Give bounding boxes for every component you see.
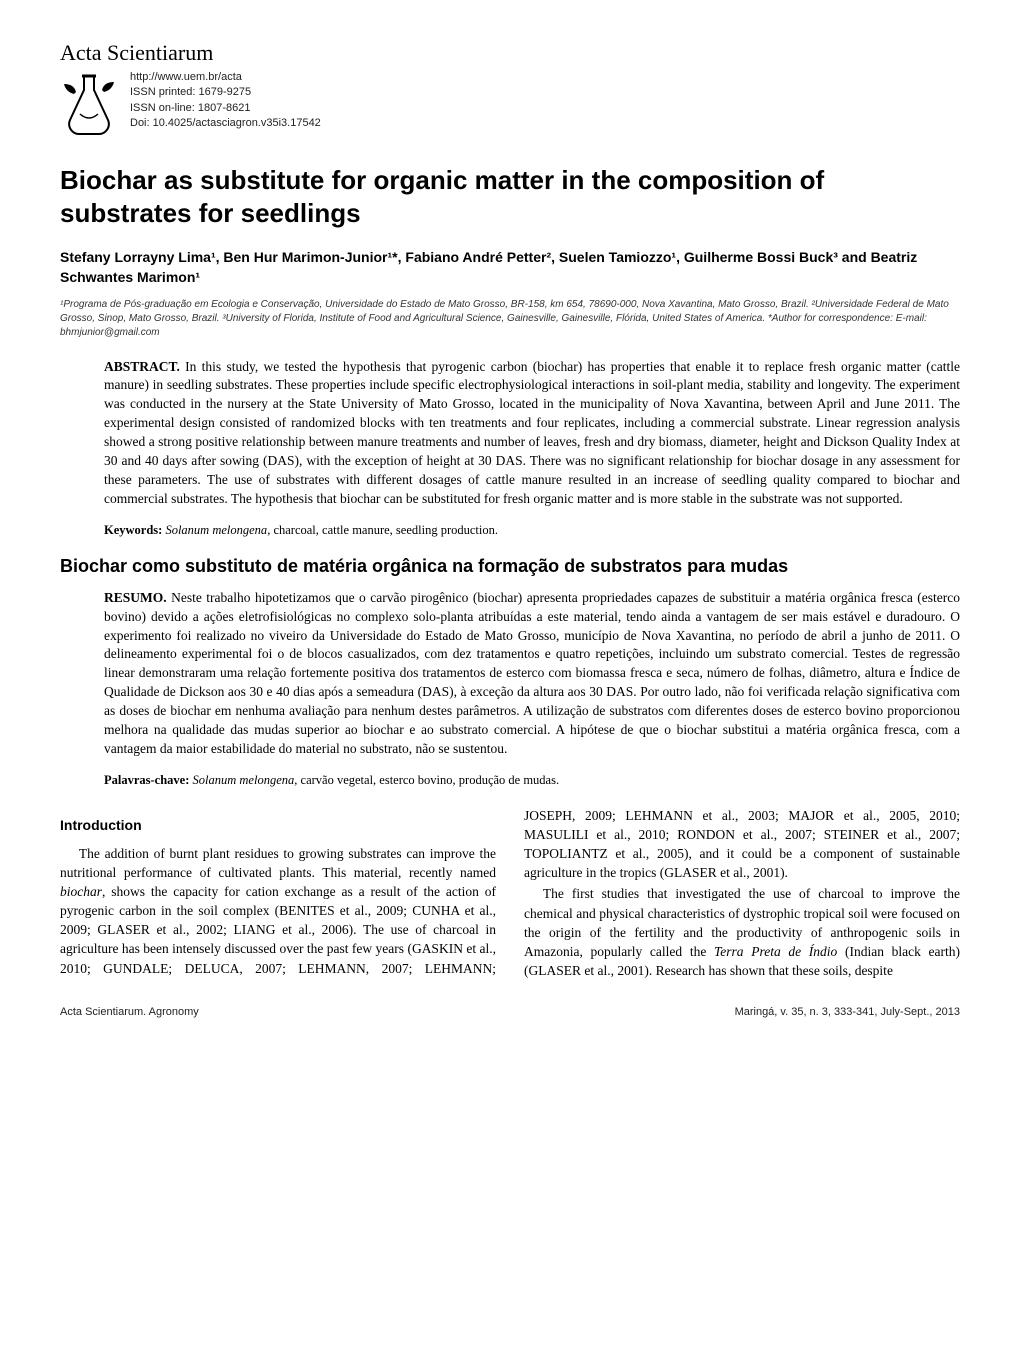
body-two-column: Introduction The addition of burnt plant… [60,806,960,980]
page-footer: Acta Scientiarum. Agronomy Maringá, v. 3… [60,1006,960,1018]
keywords-pt: Palavras-chave: Solanum melongena, carvã… [104,773,960,788]
abstract-en-label: ABSTRACT. [104,359,180,374]
issn-online: ISSN on-line: 1807-8621 [130,101,321,116]
section-introduction: Introduction [60,816,496,836]
journal-url: http://www.uem.br/acta [130,70,321,85]
keywords-pt-label: Palavras-chave: [104,773,189,787]
abstract-pt-body: Neste trabalho hipotetizamos que o carvã… [104,590,960,756]
issn-print: ISSN printed: 1679-9275 [130,85,321,100]
header-row: http://www.uem.br/acta ISSN printed: 167… [60,70,960,142]
journal-logo [60,70,118,142]
intro-p1-prefix: The addition of burnt plant residues to … [60,846,496,880]
footer-left: Acta Scientiarum. Agronomy [60,1006,199,1018]
keywords-pt-species: Solanum melongena [193,773,295,787]
keywords-en-species: Solanum melongena [165,523,267,537]
abstract-en-body: In this study, we tested the hypothesis … [104,359,960,506]
journal-name: Acta Scientiarum [60,40,960,66]
journal-meta: http://www.uem.br/acta ISSN printed: 167… [130,70,321,132]
intro-p2-ital: Terra Preta de Índio [714,944,837,959]
keywords-en-label: Keywords: [104,523,162,537]
intro-p1-ital: biochar [60,884,102,899]
author-line: Stefany Lorrayny Lima¹, Ben Hur Marimon-… [60,247,960,288]
footer-right: Maringá, v. 35, n. 3, 333-341, July-Sept… [735,1006,960,1018]
article-title: Biochar as substitute for organic matter… [60,164,960,229]
page-header: Acta Scientiarum http://www.uem.br/acta … [60,40,960,142]
keywords-pt-rest: , carvão vegetal, esterco bovino, produç… [294,773,559,787]
doi: Doi: 10.4025/actasciagron.v35i3.17542 [130,116,321,131]
abstract-pt: RESUMO. Neste trabalho hipotetizamos que… [104,589,960,759]
flask-leaf-icon [60,70,118,142]
abstract-en: ABSTRACT. In this study, we tested the h… [104,358,960,509]
keywords-en: Keywords: Solanum melongena, charcoal, c… [104,523,960,538]
affiliations: ¹Programa de Pós-graduação em Ecologia e… [60,298,960,340]
abstract-pt-label: RESUMO. [104,590,167,605]
keywords-en-rest: , charcoal, cattle manure, seedling prod… [267,523,498,537]
title-pt: Biochar como substituto de matéria orgân… [60,556,960,577]
intro-para-2: The first studies that investigated the … [524,884,960,980]
